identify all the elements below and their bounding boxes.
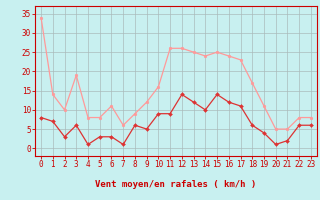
X-axis label: Vent moyen/en rafales ( km/h ): Vent moyen/en rafales ( km/h ) [95,180,257,189]
